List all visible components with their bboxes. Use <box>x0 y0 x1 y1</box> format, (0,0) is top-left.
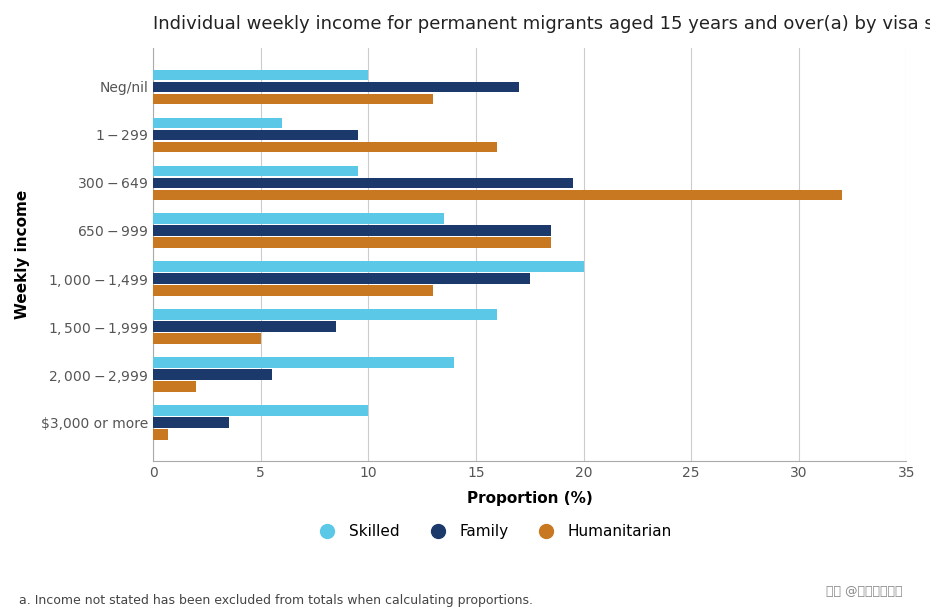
Bar <box>153 178 573 188</box>
Bar <box>153 417 229 428</box>
Bar <box>153 357 455 368</box>
Bar <box>153 273 530 284</box>
Bar <box>153 142 498 152</box>
Bar <box>153 93 433 104</box>
Bar <box>153 118 283 128</box>
Bar <box>153 70 368 80</box>
Bar <box>153 381 196 392</box>
Text: a. Income not stated has been excluded from totals when calculating proportions.: a. Income not stated has been excluded f… <box>19 594 533 607</box>
Bar <box>153 226 551 236</box>
Bar <box>153 262 583 272</box>
Bar <box>153 406 368 416</box>
Bar <box>153 321 336 332</box>
Bar <box>153 214 444 224</box>
Bar <box>153 237 551 248</box>
Y-axis label: Weekly income: Weekly income <box>15 190 30 320</box>
X-axis label: Proportion (%): Proportion (%) <box>467 491 592 506</box>
Bar <box>153 370 272 380</box>
Text: 头条 @澳洲财经见闻: 头条 @澳洲财经见闻 <box>826 585 902 598</box>
Text: Individual weekly income for permanent migrants aged 15 years and over(a) by vis: Individual weekly income for permanent m… <box>153 15 930 33</box>
Bar <box>153 309 498 320</box>
Bar <box>153 429 168 440</box>
Bar <box>153 190 842 200</box>
Bar <box>153 285 433 296</box>
Bar <box>153 82 519 92</box>
Legend: Skilled, Family, Humanitarian: Skilled, Family, Humanitarian <box>306 518 678 545</box>
Bar <box>153 334 260 344</box>
Bar <box>153 129 358 140</box>
Bar <box>153 165 358 176</box>
